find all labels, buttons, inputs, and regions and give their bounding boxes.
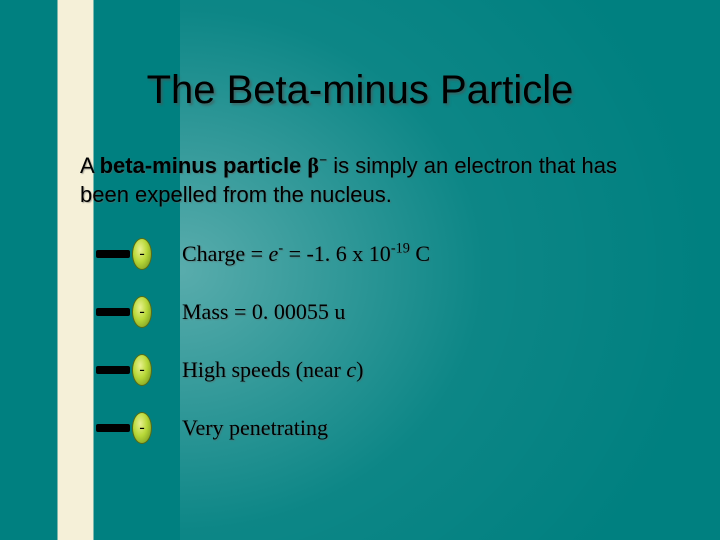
bullet-row: - Charge = e- = -1. 6 x 10-19 C xyxy=(96,238,636,270)
slide-title: The Beta-minus Particle xyxy=(0,68,720,113)
oval-minus: - xyxy=(139,304,144,320)
bullet-2-pre: High speeds (near xyxy=(182,357,346,382)
slide: The Beta-minus Particle A beta-minus par… xyxy=(0,0,720,540)
bullet-2-post: ) xyxy=(356,357,363,382)
bullet-row: - Mass = 0. 00055 u xyxy=(96,296,636,328)
oval-minus: - xyxy=(139,420,144,436)
bullet-oval-icon: - xyxy=(132,296,152,328)
bullet-oval-icon: - xyxy=(132,412,152,444)
bullet-icon: - xyxy=(96,296,152,328)
oval-minus: - xyxy=(139,362,144,378)
bullet-bar-icon xyxy=(96,366,130,374)
bullet-text: High speeds (near c) xyxy=(182,357,363,383)
bullet-2-c: c xyxy=(346,357,356,382)
bullet-icon: - xyxy=(96,354,152,386)
oval-minus: - xyxy=(139,246,144,262)
bullet-oval-icon: - xyxy=(132,354,152,386)
bullet-icon: - xyxy=(96,238,152,270)
intro-bold: beta-minus particle β− xyxy=(100,153,328,178)
intro-prefix: A xyxy=(80,153,100,178)
bullet-bar-icon xyxy=(96,250,130,258)
beta-symbol: β xyxy=(307,153,319,178)
bullet-0-post: C xyxy=(410,241,430,266)
bullet-0-e: e xyxy=(269,241,279,266)
intro-bold-text: beta-minus particle xyxy=(100,153,308,178)
bullet-list: - Charge = e- = -1. 6 x 10-19 C - Mass =… xyxy=(96,238,636,470)
bullet-text: Very penetrating xyxy=(182,415,328,441)
bullet-0-sup2: -19 xyxy=(391,241,410,257)
bullet-0-pre: Charge = xyxy=(182,241,269,266)
bullet-row: - High speeds (near c) xyxy=(96,354,636,386)
bullet-text: Mass = 0. 00055 u xyxy=(182,299,345,325)
bullet-0-mid: = -1. 6 x 10 xyxy=(283,241,391,266)
bullet-text: Charge = e- = -1. 6 x 10-19 C xyxy=(182,241,430,267)
bullet-bar-icon xyxy=(96,424,130,432)
bullet-1-pre: Mass = 0. 00055 u xyxy=(182,299,345,324)
minus-symbol: − xyxy=(319,153,327,169)
bullet-icon: - xyxy=(96,412,152,444)
bullet-3-pre: Very penetrating xyxy=(182,415,328,440)
bullet-row: - Very penetrating xyxy=(96,412,636,444)
bullet-oval-icon: - xyxy=(132,238,152,270)
intro-text: A beta-minus particle β− is simply an el… xyxy=(80,152,660,209)
bullet-bar-icon xyxy=(96,308,130,316)
